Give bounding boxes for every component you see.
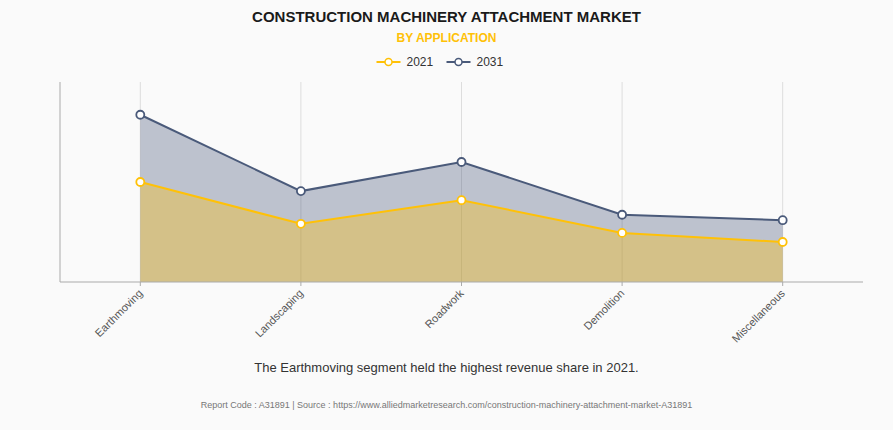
subtitle: BY APPLICATION [397, 31, 497, 45]
line [140, 115, 782, 220]
point [297, 187, 305, 195]
x-tick-label: Landscaping [253, 287, 306, 340]
x-tick-label: Roadwork [422, 287, 466, 331]
point [618, 211, 626, 219]
area [140, 182, 782, 282]
x-tick-label: Earthmoving [93, 287, 145, 339]
y-axis [60, 82, 61, 282]
title: CONSTRUCTION MACHINERY ATTACHMENT MARKET [252, 8, 641, 25]
axes: Earthmoving Landscaping Roadwork Demolition… [60, 82, 863, 345]
x-tick-label: Demolition [581, 287, 626, 332]
grid [140, 82, 782, 282]
x-tick [782, 282, 783, 286]
background [0, 0, 893, 430]
point [136, 178, 144, 186]
x-tick [622, 282, 623, 286]
point [458, 158, 466, 166]
x-tick-label: Miscellaneous [729, 287, 787, 345]
annotation: The Earthmoving segment held the highest… [254, 360, 638, 375]
point [779, 216, 787, 224]
footer: Report Code : A31891 | Source : https://… [201, 400, 693, 410]
point [297, 220, 305, 228]
point [779, 238, 787, 246]
x-tick [140, 282, 141, 286]
point [618, 229, 626, 237]
plot-area [136, 111, 786, 282]
legend: 2021 2031 [377, 55, 504, 69]
legend-marker [385, 59, 392, 66]
point [458, 196, 466, 204]
line [140, 182, 782, 242]
point [136, 111, 144, 119]
x-tick [461, 282, 462, 286]
x-tick [300, 282, 301, 286]
area [140, 115, 782, 282]
legend-marker [455, 59, 462, 66]
legend-label: 2031 [477, 55, 504, 69]
legend-label: 2021 [407, 55, 434, 69]
chart: CONSTRUCTION MACHINERY ATTACHMENT MARKET… [0, 0, 893, 430]
